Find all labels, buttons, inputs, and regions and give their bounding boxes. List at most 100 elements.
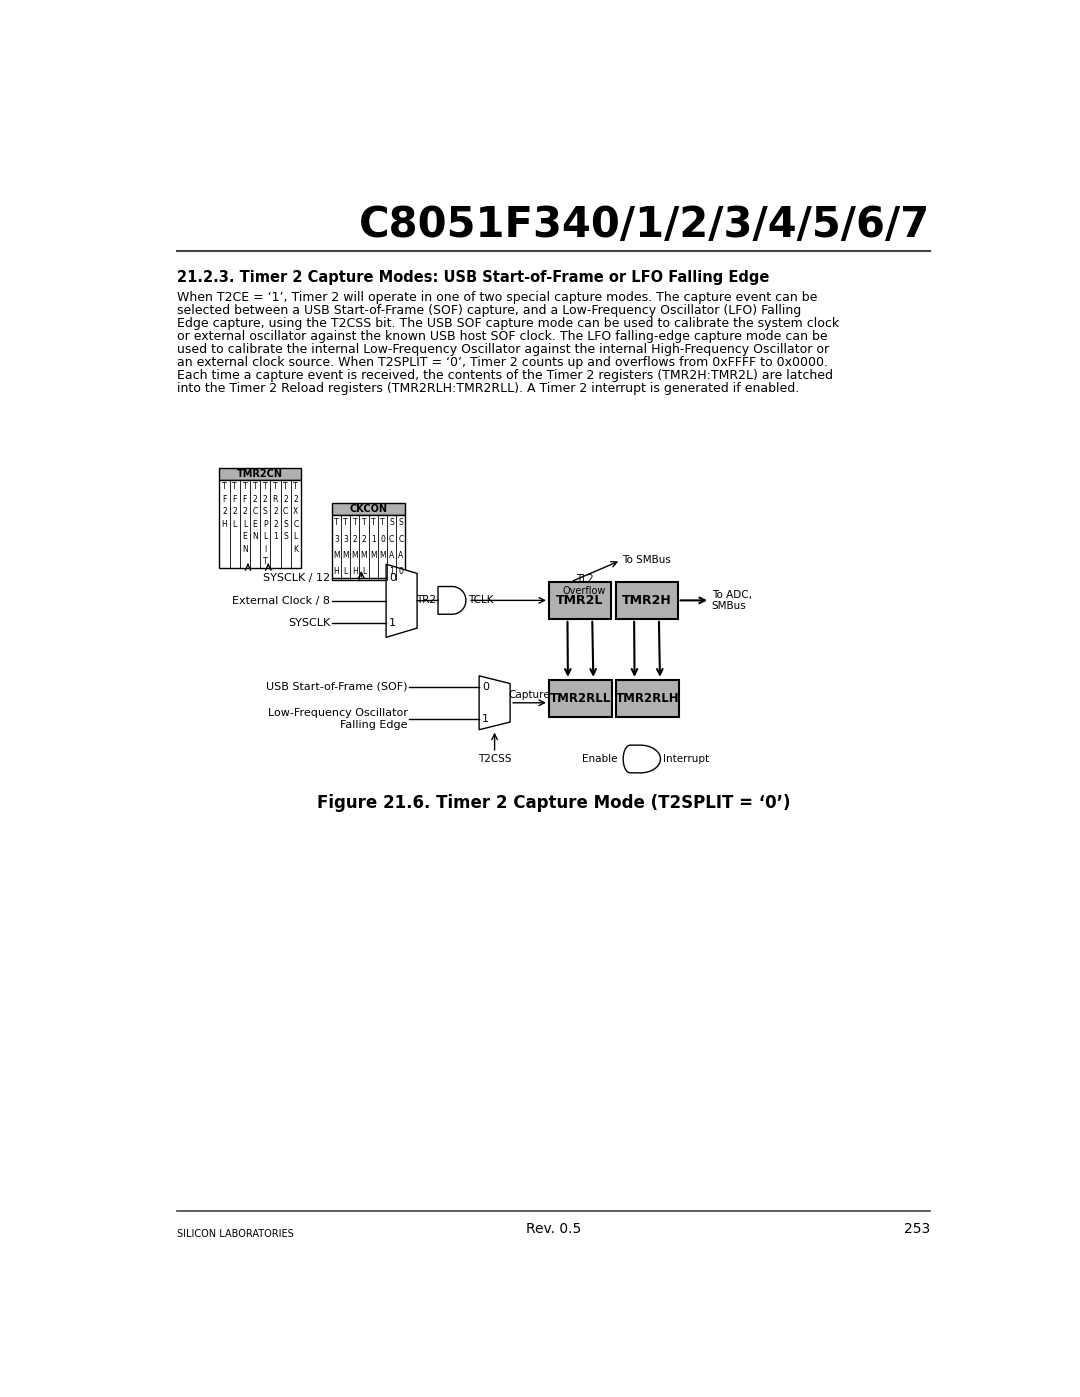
Text: SYSCLK / 12: SYSCLK / 12 xyxy=(264,573,330,583)
Text: CKCON: CKCON xyxy=(350,504,388,514)
Text: T: T xyxy=(243,482,247,490)
Text: S: S xyxy=(262,507,268,515)
Text: TL2
Overflow: TL2 Overflow xyxy=(563,574,606,595)
Text: Figure 21.6. Timer 2 Capture Mode (T2SPLIT = ‘0’): Figure 21.6. Timer 2 Capture Mode (T2SPL… xyxy=(316,793,791,812)
Text: S: S xyxy=(389,518,394,528)
Text: 0: 0 xyxy=(399,567,403,576)
Text: S: S xyxy=(283,532,288,541)
Text: used to calibrate the internal Low-Frequency Oscillator against the internal Hig: used to calibrate the internal Low-Frequ… xyxy=(177,344,829,356)
Text: N: N xyxy=(253,532,258,541)
Text: Rev. 0.5: Rev. 0.5 xyxy=(526,1222,581,1236)
Text: C: C xyxy=(293,520,298,528)
Text: To ADC,
SMBus: To ADC, SMBus xyxy=(712,590,752,610)
Text: L: L xyxy=(294,532,298,541)
Text: T: T xyxy=(352,518,357,528)
Text: 2: 2 xyxy=(283,495,288,503)
Text: C8051F340/1/2/3/4/5/6/7: C8051F340/1/2/3/4/5/6/7 xyxy=(359,204,930,246)
Text: 253: 253 xyxy=(904,1222,930,1236)
Text: H: H xyxy=(352,567,357,576)
Text: R: R xyxy=(273,495,279,503)
Text: E: E xyxy=(243,532,247,541)
Text: USB Start-of-Frame (SOF): USB Start-of-Frame (SOF) xyxy=(267,682,408,692)
Text: SILICON LABORATORIES: SILICON LABORATORIES xyxy=(177,1229,294,1239)
Text: T: T xyxy=(334,518,339,528)
Text: C: C xyxy=(389,535,394,543)
Text: A: A xyxy=(399,550,404,560)
Text: F: F xyxy=(222,495,227,503)
Text: T: T xyxy=(222,482,227,490)
Text: T: T xyxy=(370,518,376,528)
Text: TMR2H: TMR2H xyxy=(622,594,672,606)
Text: 1: 1 xyxy=(389,619,395,629)
Text: P: P xyxy=(262,520,268,528)
Text: T: T xyxy=(262,557,268,566)
Text: 1: 1 xyxy=(273,532,278,541)
Text: 2: 2 xyxy=(352,535,357,543)
Text: H: H xyxy=(221,520,228,528)
Text: C: C xyxy=(283,507,288,515)
Text: A: A xyxy=(389,550,394,560)
Text: TMR2RLL: TMR2RLL xyxy=(550,692,611,704)
Text: 3: 3 xyxy=(343,535,348,543)
Text: When T2CE = ‘1’, Timer 2 will operate in one of two special capture modes. The c: When T2CE = ‘1’, Timer 2 will operate in… xyxy=(177,291,818,303)
Text: 3: 3 xyxy=(334,535,339,543)
Text: Each time a capture event is received, the contents of the Timer 2 registers (TM: Each time a capture event is received, t… xyxy=(177,369,833,383)
Text: 1: 1 xyxy=(389,567,394,576)
Text: T: T xyxy=(283,482,288,490)
Text: 1: 1 xyxy=(482,714,489,724)
Text: T: T xyxy=(343,518,348,528)
FancyBboxPatch shape xyxy=(616,583,677,619)
FancyBboxPatch shape xyxy=(219,481,301,569)
Text: M: M xyxy=(361,550,367,560)
Text: X: X xyxy=(293,507,298,515)
Text: T: T xyxy=(380,518,384,528)
Text: 0: 0 xyxy=(482,682,489,692)
Text: External Clock / 8: External Clock / 8 xyxy=(232,595,330,606)
Text: L: L xyxy=(232,520,237,528)
Text: T2CSS: T2CSS xyxy=(477,754,511,764)
FancyBboxPatch shape xyxy=(549,583,611,619)
Text: T: T xyxy=(262,482,268,490)
Text: an external clock source. When T2SPLIT = ‘0’, Timer 2 counts up and overflows fr: an external clock source. When T2SPLIT =… xyxy=(177,356,828,369)
Text: K: K xyxy=(294,545,298,553)
Text: M: M xyxy=(352,550,359,560)
FancyBboxPatch shape xyxy=(549,680,612,717)
Text: Capture: Capture xyxy=(509,690,551,700)
Text: F: F xyxy=(243,495,247,503)
Text: L: L xyxy=(264,532,268,541)
Text: E: E xyxy=(253,520,257,528)
Text: L: L xyxy=(362,567,366,576)
Text: Interrupt: Interrupt xyxy=(663,754,708,764)
Text: H: H xyxy=(334,567,339,576)
Text: C: C xyxy=(399,535,404,543)
Text: TMR2CN: TMR2CN xyxy=(238,469,283,479)
Text: F: F xyxy=(232,495,237,503)
Text: TCLK: TCLK xyxy=(469,595,494,605)
Text: 2: 2 xyxy=(232,507,238,515)
Text: M: M xyxy=(333,550,340,560)
Text: TR2: TR2 xyxy=(416,595,435,605)
Text: 0: 0 xyxy=(380,535,384,543)
Text: 2: 2 xyxy=(362,535,366,543)
FancyBboxPatch shape xyxy=(616,680,679,717)
Text: 2: 2 xyxy=(273,507,278,515)
Text: T: T xyxy=(273,482,278,490)
Text: C: C xyxy=(253,507,258,515)
Text: T: T xyxy=(294,482,298,490)
Text: T: T xyxy=(232,482,237,490)
Text: selected between a USB Start-of-Frame (SOF) capture, and a Low-Frequency Oscilla: selected between a USB Start-of-Frame (S… xyxy=(177,305,801,317)
Text: T: T xyxy=(362,518,366,528)
Text: S: S xyxy=(399,518,403,528)
Text: S: S xyxy=(283,520,288,528)
Text: 1: 1 xyxy=(370,535,376,543)
Text: SYSCLK: SYSCLK xyxy=(288,619,330,629)
Text: M: M xyxy=(379,550,386,560)
Text: 2: 2 xyxy=(222,507,227,515)
Polygon shape xyxy=(438,587,465,615)
Text: L: L xyxy=(343,567,348,576)
Text: 2: 2 xyxy=(294,495,298,503)
Text: 2: 2 xyxy=(253,495,257,503)
Text: T: T xyxy=(253,482,257,490)
Text: TMR2RLH: TMR2RLH xyxy=(616,692,679,704)
Text: Enable: Enable xyxy=(582,754,618,764)
